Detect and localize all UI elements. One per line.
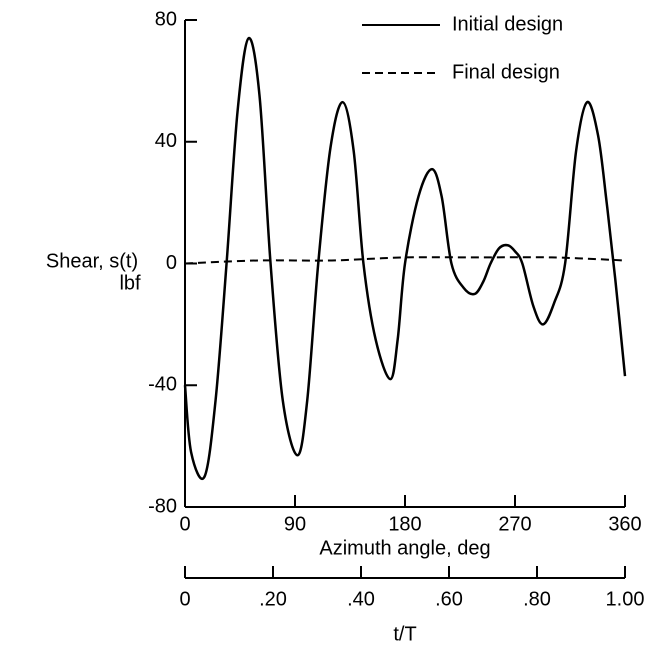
y-axis-label: Shear, s(t): [46, 250, 138, 272]
x2-axis-label: t/T: [393, 623, 416, 645]
x2-tick-label: 1.00: [606, 588, 645, 610]
x-tick-label: 0: [179, 513, 190, 535]
y-tick-label: 0: [166, 252, 177, 274]
y-tick-label: 40: [155, 130, 177, 152]
x2-tick-label: .20: [259, 588, 287, 610]
y-tick-label: -40: [148, 374, 177, 396]
legend-label: Initial design: [452, 13, 563, 35]
x-tick-label: 360: [608, 513, 641, 535]
x2-tick-label: .40: [347, 588, 375, 610]
x-axis-label: Azimuth angle, deg: [319, 537, 490, 559]
legend-label: Final design: [452, 61, 560, 83]
x2-tick-label: 0: [179, 588, 190, 610]
y-axis-label-unit: lbf: [119, 272, 141, 294]
x-tick-label: 270: [498, 513, 531, 535]
x2-tick-label: .60: [435, 588, 463, 610]
series-line: [184, 256, 626, 265]
x-tick-label: 180: [388, 513, 421, 535]
x2-tick-label: .80: [523, 588, 551, 610]
series-line: [183, 37, 627, 480]
y-tick-label: -80: [148, 495, 177, 517]
y-tick-label: 80: [155, 8, 177, 30]
x-tick-label: 90: [284, 513, 306, 535]
